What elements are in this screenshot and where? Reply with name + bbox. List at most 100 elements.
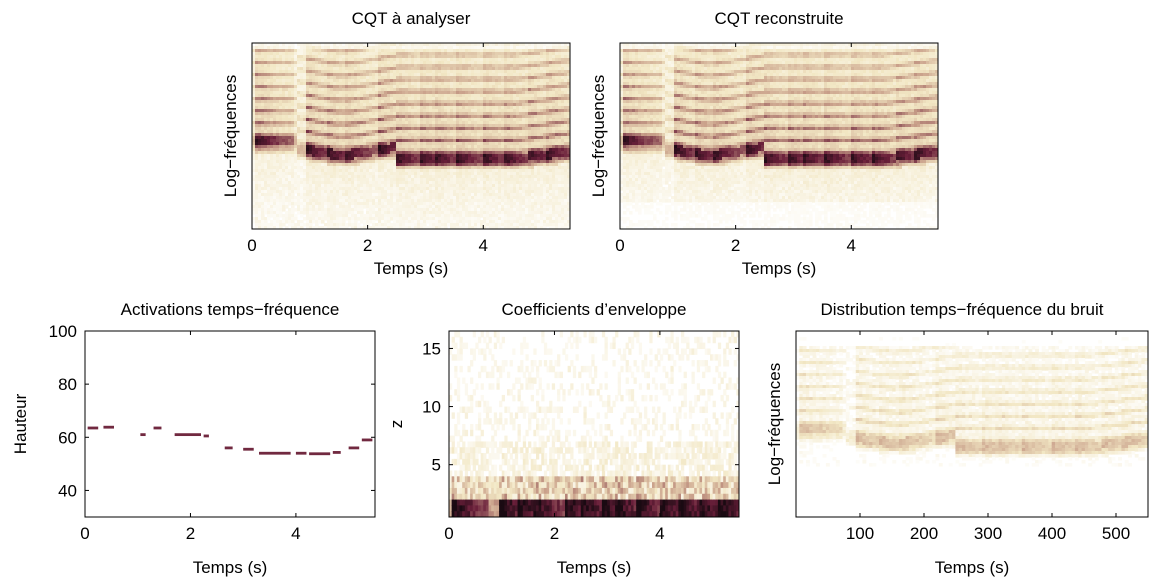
heatmap-cell (453, 49, 457, 53)
heatmap-cell (273, 187, 277, 191)
heatmap-cell (444, 124, 448, 128)
heatmap-cell (387, 103, 391, 107)
heatmap-cell (336, 142, 340, 146)
heatmap-cell (375, 175, 379, 179)
heatmap-cell (369, 133, 373, 137)
heatmap-cell (324, 169, 328, 173)
heatmap-cell (267, 214, 271, 218)
heatmap-cell (288, 223, 292, 227)
heatmap-cell (402, 157, 406, 161)
heatmap-cell (285, 190, 289, 194)
heatmap-cell (378, 115, 382, 119)
heatmap-cell (348, 100, 352, 104)
heatmap-cell (291, 52, 295, 56)
heatmap-cell (330, 205, 334, 209)
heatmap-cell (402, 175, 406, 179)
heatmap-cell (324, 145, 328, 149)
heatmap-cell (351, 55, 355, 59)
heatmap-cell (300, 160, 304, 164)
heatmap-cell (438, 202, 442, 206)
heatmap-cell (468, 52, 472, 56)
heatmap-cell (402, 205, 406, 209)
heatmap-cell (438, 130, 442, 134)
heatmap-cell (360, 163, 364, 167)
heatmap-cell (273, 52, 277, 56)
heatmap-cell (453, 130, 457, 134)
heatmap-cell (330, 166, 334, 170)
heatmap-cell (471, 106, 475, 110)
heatmap-cell (258, 73, 262, 77)
heatmap-cell (453, 145, 457, 149)
heatmap-cell (432, 208, 436, 212)
heatmap-cell (396, 205, 400, 209)
heatmap-cell (309, 193, 313, 197)
heatmap-cell (255, 175, 259, 179)
heatmap-cell (441, 187, 445, 191)
heatmap-cell (390, 199, 394, 203)
heatmap-cell (462, 226, 466, 229)
heatmap-cell (336, 103, 340, 107)
heatmap-cell (420, 67, 424, 71)
heatmap-cell (270, 85, 274, 89)
heatmap-cell (432, 136, 436, 140)
heatmap-cell (285, 166, 289, 170)
heatmap-cell (300, 184, 304, 188)
heatmap-cell (402, 88, 406, 92)
heatmap-cell (327, 163, 331, 167)
heatmap-cell (438, 67, 442, 71)
heatmap-cell (468, 43, 472, 47)
heatmap-cell (342, 196, 346, 200)
heatmap-cell (279, 58, 283, 62)
heatmap-cell (348, 223, 352, 227)
heatmap-cell (303, 142, 307, 146)
heatmap-cell (384, 70, 388, 74)
heatmap-cell (441, 64, 445, 68)
heatmap-cell (297, 202, 301, 206)
heatmap-cell (342, 202, 346, 206)
heatmap-cell (381, 157, 385, 161)
heatmap-cell (393, 127, 397, 131)
heatmap-cell (336, 58, 340, 62)
heatmap-cell (366, 46, 370, 50)
heatmap-cell (456, 94, 460, 98)
heatmap-cell (480, 214, 484, 218)
heatmap-cell (345, 172, 349, 176)
heatmap-cell (399, 166, 403, 170)
heatmap-cell (393, 133, 397, 137)
heatmap-cell (360, 55, 364, 59)
heatmap-cell (384, 217, 388, 221)
heatmap-cell (486, 115, 490, 119)
heatmap-cell (282, 223, 286, 227)
heatmap-cell (411, 97, 415, 101)
heatmap-cell (300, 70, 304, 74)
heatmap-cell (306, 61, 310, 65)
heatmap-cell (315, 55, 319, 59)
heatmap-cell (459, 217, 463, 221)
heatmap-cell (477, 43, 481, 47)
heatmap-cell (471, 64, 475, 68)
heatmap-cell (357, 142, 361, 146)
heatmap-cell (342, 115, 346, 119)
heatmap-cell (345, 187, 349, 191)
heatmap-cell (450, 115, 454, 119)
heatmap-cell (321, 115, 325, 119)
heatmap-cell (423, 85, 427, 89)
heatmap-cell (309, 49, 313, 53)
heatmap-cell (348, 211, 352, 215)
heatmap-cell (414, 184, 418, 188)
heatmap-cell (366, 73, 370, 77)
heatmap-cell (291, 97, 295, 101)
heatmap-cell (282, 148, 286, 152)
heatmap-cell (252, 139, 256, 143)
heatmap-cell (480, 166, 484, 170)
heatmap-cell (351, 76, 355, 80)
heatmap-cell (492, 121, 496, 125)
heatmap-cell (315, 124, 319, 128)
heatmap-cell (459, 202, 463, 206)
heatmap-cell (444, 73, 448, 77)
heatmap-cell (474, 205, 478, 209)
heatmap-cell (327, 112, 331, 116)
heatmap-cell (426, 94, 430, 98)
heatmap-cell (417, 190, 421, 194)
heatmap-cell (378, 124, 382, 128)
